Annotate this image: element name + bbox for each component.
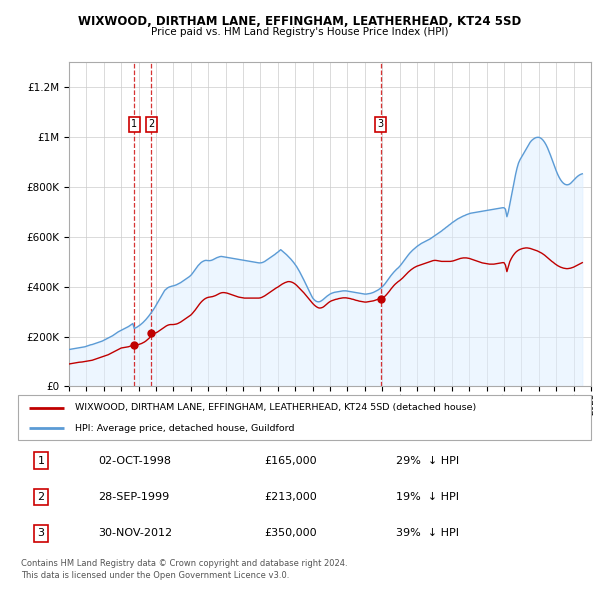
FancyBboxPatch shape xyxy=(18,395,591,440)
Text: £165,000: £165,000 xyxy=(265,455,317,466)
Text: WIXWOOD, DIRTHAM LANE, EFFINGHAM, LEATHERHEAD, KT24 5SD: WIXWOOD, DIRTHAM LANE, EFFINGHAM, LEATHE… xyxy=(79,15,521,28)
Text: 02-OCT-1998: 02-OCT-1998 xyxy=(98,455,171,466)
Text: £213,000: £213,000 xyxy=(265,492,317,502)
Text: 39%  ↓ HPI: 39% ↓ HPI xyxy=(396,529,459,539)
Text: 2: 2 xyxy=(148,119,155,129)
Text: WIXWOOD, DIRTHAM LANE, EFFINGHAM, LEATHERHEAD, KT24 5SD (detached house): WIXWOOD, DIRTHAM LANE, EFFINGHAM, LEATHE… xyxy=(76,403,476,412)
Text: Contains HM Land Registry data © Crown copyright and database right 2024.: Contains HM Land Registry data © Crown c… xyxy=(21,559,347,568)
Text: Price paid vs. HM Land Registry's House Price Index (HPI): Price paid vs. HM Land Registry's House … xyxy=(151,27,449,37)
Text: £350,000: £350,000 xyxy=(265,529,317,539)
Text: 29%  ↓ HPI: 29% ↓ HPI xyxy=(396,455,460,466)
Text: 19%  ↓ HPI: 19% ↓ HPI xyxy=(396,492,459,502)
Text: 1: 1 xyxy=(37,455,44,466)
Text: 28-SEP-1999: 28-SEP-1999 xyxy=(98,492,169,502)
Text: HPI: Average price, detached house, Guildford: HPI: Average price, detached house, Guil… xyxy=(76,424,295,433)
Text: 1: 1 xyxy=(131,119,137,129)
Text: 3: 3 xyxy=(37,529,44,539)
Text: This data is licensed under the Open Government Licence v3.0.: This data is licensed under the Open Gov… xyxy=(21,571,289,580)
Text: 2: 2 xyxy=(37,492,44,502)
Text: 3: 3 xyxy=(377,119,383,129)
Text: 30-NOV-2012: 30-NOV-2012 xyxy=(98,529,172,539)
